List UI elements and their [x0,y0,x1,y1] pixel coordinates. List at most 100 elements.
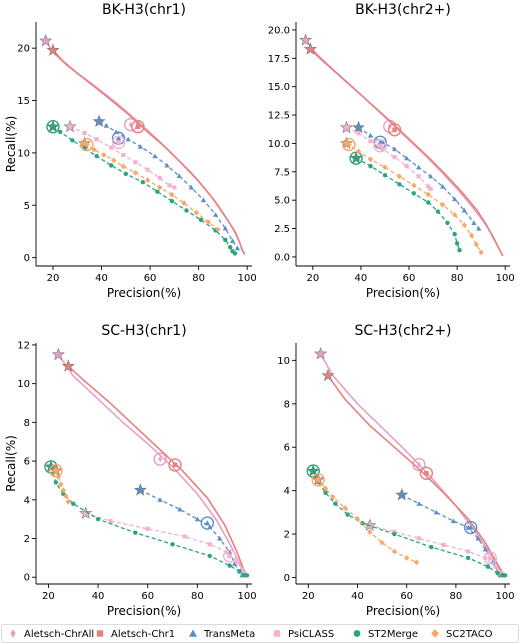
data-point [356,131,361,136]
data-point [71,501,76,506]
highlight-circle [111,135,126,150]
highlight-circle [373,139,387,153]
data-point [391,548,397,555]
legend-marker [353,630,361,637]
y-tick-label: 2 [24,534,30,545]
data-point [157,184,163,191]
chart-title: BK-H3(chr1) [102,2,186,18]
data-point [164,162,170,168]
series-psiclass [63,119,177,190]
data-point [170,542,175,547]
data-point [367,529,373,535]
data-point [152,153,158,159]
start-star-marker [395,488,409,501]
data-point [416,174,421,179]
data-point [120,163,126,170]
legend-item: SC2TACO [431,629,493,640]
x-tick-label: 80 [192,273,205,284]
legend-label: TransMeta [203,629,255,640]
data-point [145,177,151,183]
data-point [404,555,410,561]
x-tick-label: 60 [400,591,413,602]
series-sc2taco [339,136,484,256]
y-tick-label: 10 [277,356,290,367]
series-line [67,365,248,576]
data-point [205,219,211,225]
data-point [416,501,422,506]
chart-panel: SC-H3(chr1) 20 40 60 80 100 0 2 4 6 8 10 12 Precision… [4,323,257,618]
series-aletsch-chr1 [303,42,504,257]
data-point [169,191,175,198]
highlight-circle [387,123,402,137]
data-point [235,559,240,564]
y-tick-label: 8 [284,399,290,410]
data-point [132,169,139,176]
legend-item: Aletsch-Chr1 [96,629,175,640]
start-star-marker [78,136,91,149]
data-point [234,245,241,251]
highlight-point [310,468,316,474]
data-point [137,144,143,149]
data-point [452,196,458,202]
data-point [392,154,397,160]
start-star-marker [299,33,313,46]
series-sc2taco [49,463,71,505]
data-point [380,147,385,152]
y-tick-label: 10 [17,379,30,390]
y-tick-label: 0 [24,253,30,264]
data-point [411,191,417,196]
start-star-marker [61,359,75,372]
highlight-circle [419,466,434,480]
chart-title: SC-H3(chr1) [101,323,186,339]
data-point [502,573,508,578]
data-point [323,490,328,496]
data-point [452,232,457,237]
series-st2merge [349,151,462,253]
data-point [94,137,99,142]
legend-label: Aletsch-Chr1 [111,629,175,640]
data-point [63,493,69,499]
data-point [225,549,230,555]
data-point [53,480,59,485]
data-point [461,207,467,213]
x-tick-label: 80 [451,273,464,284]
data-point [121,152,126,158]
data-point [109,163,114,168]
highlight-point [488,555,493,561]
data-point [457,247,462,253]
data-point [145,167,150,172]
data-point [392,531,397,537]
data-point [396,173,402,180]
start-star-marker [321,368,335,382]
legend-marker [431,629,439,638]
data-point [239,567,245,572]
y-tick-label: 5.0 [274,196,290,207]
y-tick-label: 8 [24,418,30,429]
series-line [309,48,504,257]
legend-item: ST2Merge [353,629,418,640]
data-point [493,564,498,569]
y-tick-label: 0.0 [274,252,290,263]
data-point [345,512,350,517]
highlight-circle [200,516,215,530]
series-line [140,489,243,576]
data-point [411,182,417,189]
data-point [188,184,194,190]
series-transmeta [92,114,241,251]
data-point [229,238,236,243]
data-point [465,555,471,561]
data-point [428,186,433,191]
highlight-point [346,141,352,148]
series-aletsch-chr1 [61,359,248,576]
data-point [391,146,398,152]
data-point [425,191,431,198]
chart-panel: BK-H3(chr1) 20 40 60 80 100 0 5 10 15 20 Precision(… [4,2,257,300]
data-point [60,487,66,493]
data-point [237,569,242,574]
series-line [52,49,246,255]
y-tick-label: 15 [17,96,30,107]
data-point [368,139,373,144]
highlight-point [158,456,162,463]
data-point [382,164,388,171]
legend-item: TransMeta [189,629,255,640]
